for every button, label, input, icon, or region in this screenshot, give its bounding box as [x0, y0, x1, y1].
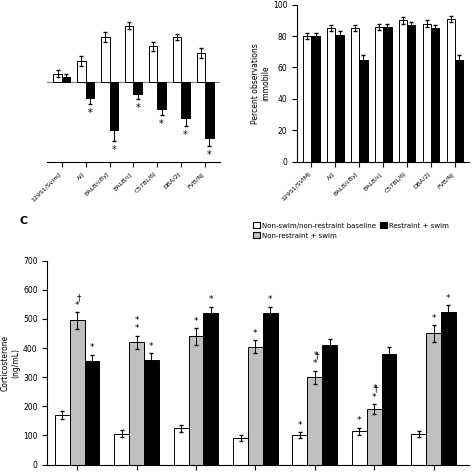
- Text: *: *: [457, 67, 462, 77]
- Text: *: *: [135, 103, 140, 113]
- Text: *: *: [135, 316, 139, 325]
- Text: *: *: [298, 421, 302, 430]
- Bar: [203, 313, 218, 465]
- Bar: [352, 431, 367, 465]
- Bar: [205, 82, 214, 137]
- Bar: [307, 377, 322, 465]
- Text: *: *: [88, 108, 92, 118]
- Bar: [311, 36, 320, 162]
- Bar: [173, 428, 189, 465]
- Text: *: *: [357, 416, 362, 425]
- Y-axis label: Corticosterone
(ng/mL): Corticosterone (ng/mL): [1, 335, 20, 391]
- Bar: [173, 37, 182, 82]
- Text: *: *: [159, 119, 164, 129]
- Text: *: *: [207, 149, 212, 160]
- Bar: [197, 53, 205, 82]
- Text: *: *: [268, 295, 273, 304]
- Bar: [109, 82, 118, 129]
- Bar: [101, 37, 109, 82]
- Bar: [351, 28, 359, 162]
- Text: *: *: [134, 325, 139, 334]
- Bar: [399, 20, 407, 162]
- Bar: [134, 82, 142, 94]
- Bar: [322, 345, 337, 465]
- Text: *: *: [372, 392, 376, 401]
- Text: *: *: [209, 295, 213, 304]
- Bar: [455, 60, 463, 162]
- Text: *: *: [183, 130, 188, 140]
- Bar: [129, 342, 144, 465]
- Text: *: *: [149, 342, 154, 351]
- Bar: [54, 73, 62, 82]
- Y-axis label: Percent observations
immobile: Percent observations immobile: [251, 43, 270, 124]
- Bar: [447, 19, 455, 162]
- Text: *: *: [111, 145, 116, 155]
- Text: *: *: [312, 359, 317, 368]
- Bar: [423, 24, 431, 162]
- Text: *: *: [373, 384, 377, 393]
- Legend: Non-swim/non-restraint baseline, Non-restraint + swim, Restraint + swim: Non-swim/non-restraint baseline, Non-res…: [251, 219, 452, 241]
- Bar: [248, 346, 263, 465]
- Bar: [84, 361, 100, 465]
- Bar: [383, 27, 392, 162]
- Bar: [62, 77, 70, 82]
- Text: *: *: [253, 329, 257, 338]
- Bar: [149, 46, 157, 82]
- Text: †: †: [374, 384, 379, 393]
- Text: *: *: [194, 317, 198, 326]
- Bar: [70, 320, 84, 465]
- Bar: [441, 311, 456, 465]
- Text: *: *: [90, 344, 94, 352]
- Bar: [292, 436, 307, 465]
- Bar: [189, 337, 203, 465]
- Text: *: *: [446, 294, 451, 303]
- Text: C: C: [20, 216, 28, 226]
- Bar: [77, 61, 86, 82]
- Bar: [125, 26, 134, 82]
- Bar: [327, 28, 335, 162]
- Bar: [367, 409, 382, 465]
- Bar: [233, 438, 248, 465]
- Text: †: †: [77, 293, 82, 302]
- Bar: [157, 82, 166, 109]
- Text: *: *: [313, 351, 318, 360]
- Text: *: *: [431, 314, 436, 323]
- Bar: [182, 82, 190, 118]
- Bar: [335, 35, 344, 162]
- Bar: [382, 354, 396, 465]
- Bar: [407, 25, 415, 162]
- Bar: [431, 28, 439, 162]
- Text: *: *: [75, 301, 79, 310]
- Bar: [359, 60, 368, 162]
- Bar: [303, 36, 311, 162]
- Bar: [426, 334, 441, 465]
- Bar: [263, 313, 278, 465]
- Text: †: †: [315, 351, 319, 360]
- Bar: [55, 415, 70, 465]
- Bar: [144, 360, 159, 465]
- Text: *: *: [361, 67, 366, 77]
- Bar: [114, 434, 129, 465]
- Bar: [411, 434, 426, 465]
- Bar: [375, 27, 383, 162]
- Bar: [86, 82, 94, 98]
